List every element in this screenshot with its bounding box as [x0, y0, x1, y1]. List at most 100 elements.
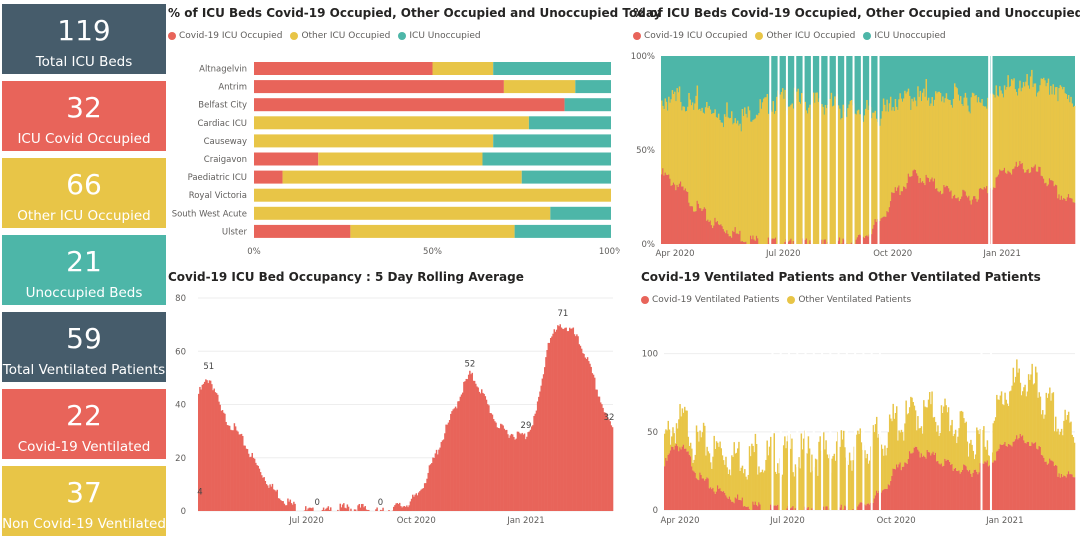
data-gap — [788, 338, 790, 510]
y-tick-label: 80 — [175, 294, 186, 304]
x-tick-label: 0% — [247, 247, 261, 257]
x-tick-label: Oct 2020 — [397, 516, 436, 526]
data-gap — [838, 338, 840, 510]
area-column — [350, 509, 351, 511]
area-column — [388, 510, 389, 511]
x-tick-label: 100% — [599, 247, 620, 257]
kpi-value: 66 — [2, 168, 166, 202]
kpi-label: Total Ventilated Patients — [2, 362, 166, 379]
area-column-covid — [1074, 477, 1075, 510]
data-gap — [988, 56, 990, 244]
bar-category-label: South West Acute — [172, 209, 247, 219]
data-gap — [828, 56, 830, 244]
data-gap — [879, 338, 881, 510]
bar-segment — [493, 62, 611, 75]
y-tick-label: 100% — [631, 52, 655, 62]
area-column — [612, 427, 613, 511]
x-tick-label: Oct 2020 — [877, 516, 916, 526]
data-gap — [796, 338, 798, 510]
data-gap — [878, 56, 880, 244]
data-gap — [861, 56, 863, 244]
area-column — [368, 510, 369, 511]
bar-segment — [254, 207, 550, 220]
legend-dot-unoccupied — [398, 32, 406, 40]
y-tick-label: 0 — [181, 507, 186, 517]
x-tick-label: Jan 2021 — [982, 249, 1020, 259]
y-tick-label: 60 — [175, 347, 186, 357]
data-label: 51 — [203, 362, 214, 372]
data-label: 0 — [315, 498, 320, 508]
legend-item-unoccupied[interactable]: ICU Unoccupied — [398, 31, 480, 41]
legend-item-other[interactable]: Other ICU Occupied — [290, 31, 390, 41]
y-tick-label: 50 — [647, 428, 658, 438]
bar-segment — [522, 171, 611, 184]
bar-segment — [482, 153, 611, 166]
bar-segment — [575, 80, 611, 93]
x-tick-label: 50% — [423, 247, 442, 257]
kpi-value: 37 — [2, 476, 166, 510]
bar-segment — [515, 225, 611, 238]
bar-segment — [254, 225, 350, 238]
bar-category-label: Altnagelvin — [199, 65, 247, 75]
y-tick-label: 100 — [642, 350, 658, 360]
legend-dot-other — [290, 32, 298, 40]
x-tick-label: Jan 2021 — [985, 516, 1023, 526]
y-tick-label: 0 — [653, 506, 658, 516]
y-tick-label: 50% — [636, 146, 655, 156]
kpi-label: ICU Covid Occupied — [2, 131, 166, 148]
legend-item-covid-vent[interactable]: Covid-19 Ventilated Patients — [641, 295, 779, 305]
x-tick-label: Oct 2020 — [873, 249, 912, 259]
kpi-label: Covid-19 Ventilated — [2, 439, 166, 456]
bar-segment — [350, 225, 514, 238]
data-gap — [780, 338, 782, 510]
ventilated-title: Covid-19 Ventilated Patients and Other V… — [641, 270, 1041, 284]
data-label: 52 — [464, 360, 475, 370]
bar-segment — [254, 153, 318, 166]
data-gap — [805, 338, 807, 510]
bar-segment — [254, 189, 611, 202]
legend-item-other-vent[interactable]: Other Ventilated Patients — [787, 295, 911, 305]
bar-segment — [493, 134, 611, 147]
data-gap — [771, 338, 773, 510]
kpi-label: Other ICU Occupied — [2, 208, 166, 225]
y-tick-label: 20 — [175, 454, 186, 464]
legend-item-unoccupied[interactable]: ICU Unoccupied — [863, 31, 945, 41]
legend-item-other[interactable]: Other ICU Occupied — [755, 31, 855, 41]
bar-category-label: Craigavon — [204, 155, 247, 165]
legend-dot-other — [787, 296, 795, 304]
bar-category-label: Causeway — [204, 137, 247, 147]
data-gap — [862, 338, 864, 510]
y-tick-label: 0% — [642, 240, 656, 250]
bar-segment — [254, 62, 433, 75]
data-gap — [836, 56, 838, 244]
data-gap — [769, 56, 771, 244]
x-tick-label: Apr 2020 — [660, 516, 699, 526]
kpi-tile: 66 Other ICU Occupied — [2, 158, 166, 228]
bar-segment — [504, 80, 575, 93]
data-gap — [803, 56, 805, 244]
kpi-value: 21 — [2, 245, 166, 279]
bar-category-label: Antrim — [218, 83, 247, 93]
data-gap — [821, 338, 823, 510]
data-label: 71 — [557, 309, 568, 319]
legend-item-covid[interactable]: Covid-19 ICU Occupied — [633, 31, 747, 41]
data-gap — [981, 338, 983, 510]
data-gap — [819, 56, 821, 244]
hospital-bar-legend: Covid-19 ICU Occupied Other ICU Occupied… — [168, 31, 481, 41]
bar-segment — [550, 207, 611, 220]
legend-item-covid[interactable]: Covid-19 ICU Occupied — [168, 31, 282, 41]
bar-segment — [433, 62, 494, 75]
area-column — [312, 508, 313, 511]
kpi-value: 59 — [2, 322, 166, 356]
data-gap — [844, 56, 846, 244]
rolling-average-title: Covid-19 ICU Bed Occupancy : 5 Day Rolli… — [168, 270, 524, 284]
area-column-other — [1074, 106, 1075, 203]
area-column — [376, 508, 377, 511]
kpi-label: Total ICU Beds — [2, 54, 166, 71]
